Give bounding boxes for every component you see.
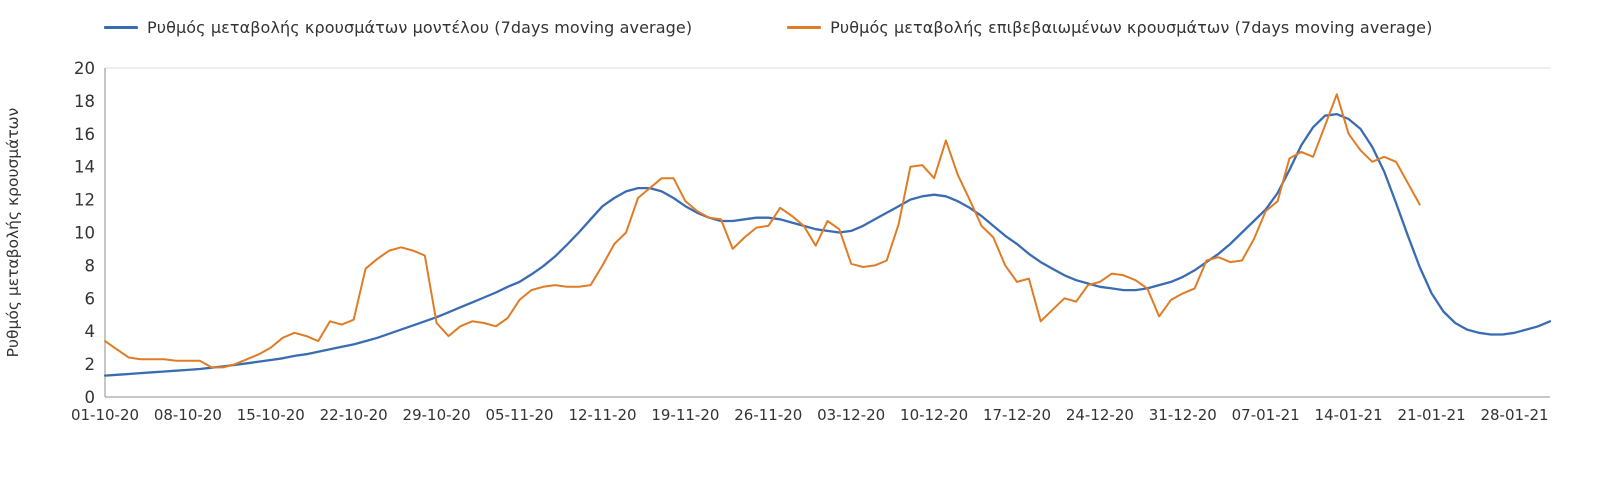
x-tick-label: 03-12-20: [817, 406, 885, 424]
x-tick-label: 15-10-20: [237, 406, 305, 424]
y-tick-label: 10: [74, 224, 95, 243]
chart-legend: Ρυθμός μεταβολής κρουσμάτων μοντέλου (7d…: [104, 18, 1432, 37]
y-tick-label: 6: [85, 289, 96, 308]
x-tick-label: 21-01-21: [1398, 406, 1466, 424]
legend-label-model: Ρυθμός μεταβολής κρουσμάτων μοντέλου (7d…: [147, 18, 693, 37]
confirmed-series-line: [104, 93, 1421, 369]
x-tick-label: 24-12-20: [1066, 406, 1134, 424]
legend-item-model: Ρυθμός μεταβολής κρουσμάτων μοντέλου (7d…: [104, 18, 692, 37]
x-tick-label: 29-10-20: [403, 406, 471, 424]
model-series-line: [103, 112, 1552, 377]
x-tick-label: 19-11-20: [651, 406, 719, 424]
x-tick-label: 26-11-20: [734, 406, 802, 424]
x-tick-label: 07-01-21: [1232, 406, 1300, 424]
x-tick-label: 10-12-20: [900, 406, 968, 424]
legend-item-confirmed: Ρυθμός μεταβολής επιβεβαιωμένων κρουσμάτ…: [787, 18, 1432, 37]
x-tick-label: 12-11-20: [568, 406, 636, 424]
y-tick-label: 16: [74, 125, 95, 144]
confirmed-line-swatch: [787, 26, 822, 29]
x-tick-label: 28-01-21: [1480, 406, 1548, 424]
model-line-swatch: [104, 26, 138, 29]
y-tick-label: 12: [74, 191, 95, 210]
y-tick-label: 8: [85, 256, 96, 275]
y-axis-title: Ρυθμός μεταβολής κρουσμάτων: [4, 108, 22, 358]
y-tick-label: 4: [85, 322, 96, 341]
x-tick-label: 05-11-20: [485, 406, 553, 424]
x-tick-label: 14-01-21: [1315, 406, 1383, 424]
x-tick-label: 31-12-20: [1149, 406, 1217, 424]
y-tick-label: 2: [85, 355, 96, 374]
y-tick-label: 20: [74, 59, 95, 78]
x-tick-label: 17-12-20: [983, 406, 1051, 424]
y-tick-label: 0: [85, 388, 96, 407]
x-tick-label: 08-10-20: [154, 406, 222, 424]
legend-label-confirmed: Ρυθμός μεταβολής επιβεβαιωμένων κρουσμάτ…: [830, 18, 1433, 37]
x-tick-label: 22-10-20: [320, 406, 388, 424]
x-tick-label: 01-10-20: [71, 406, 139, 424]
y-tick-label: 18: [74, 92, 95, 111]
y-tick-label: 14: [74, 158, 95, 177]
